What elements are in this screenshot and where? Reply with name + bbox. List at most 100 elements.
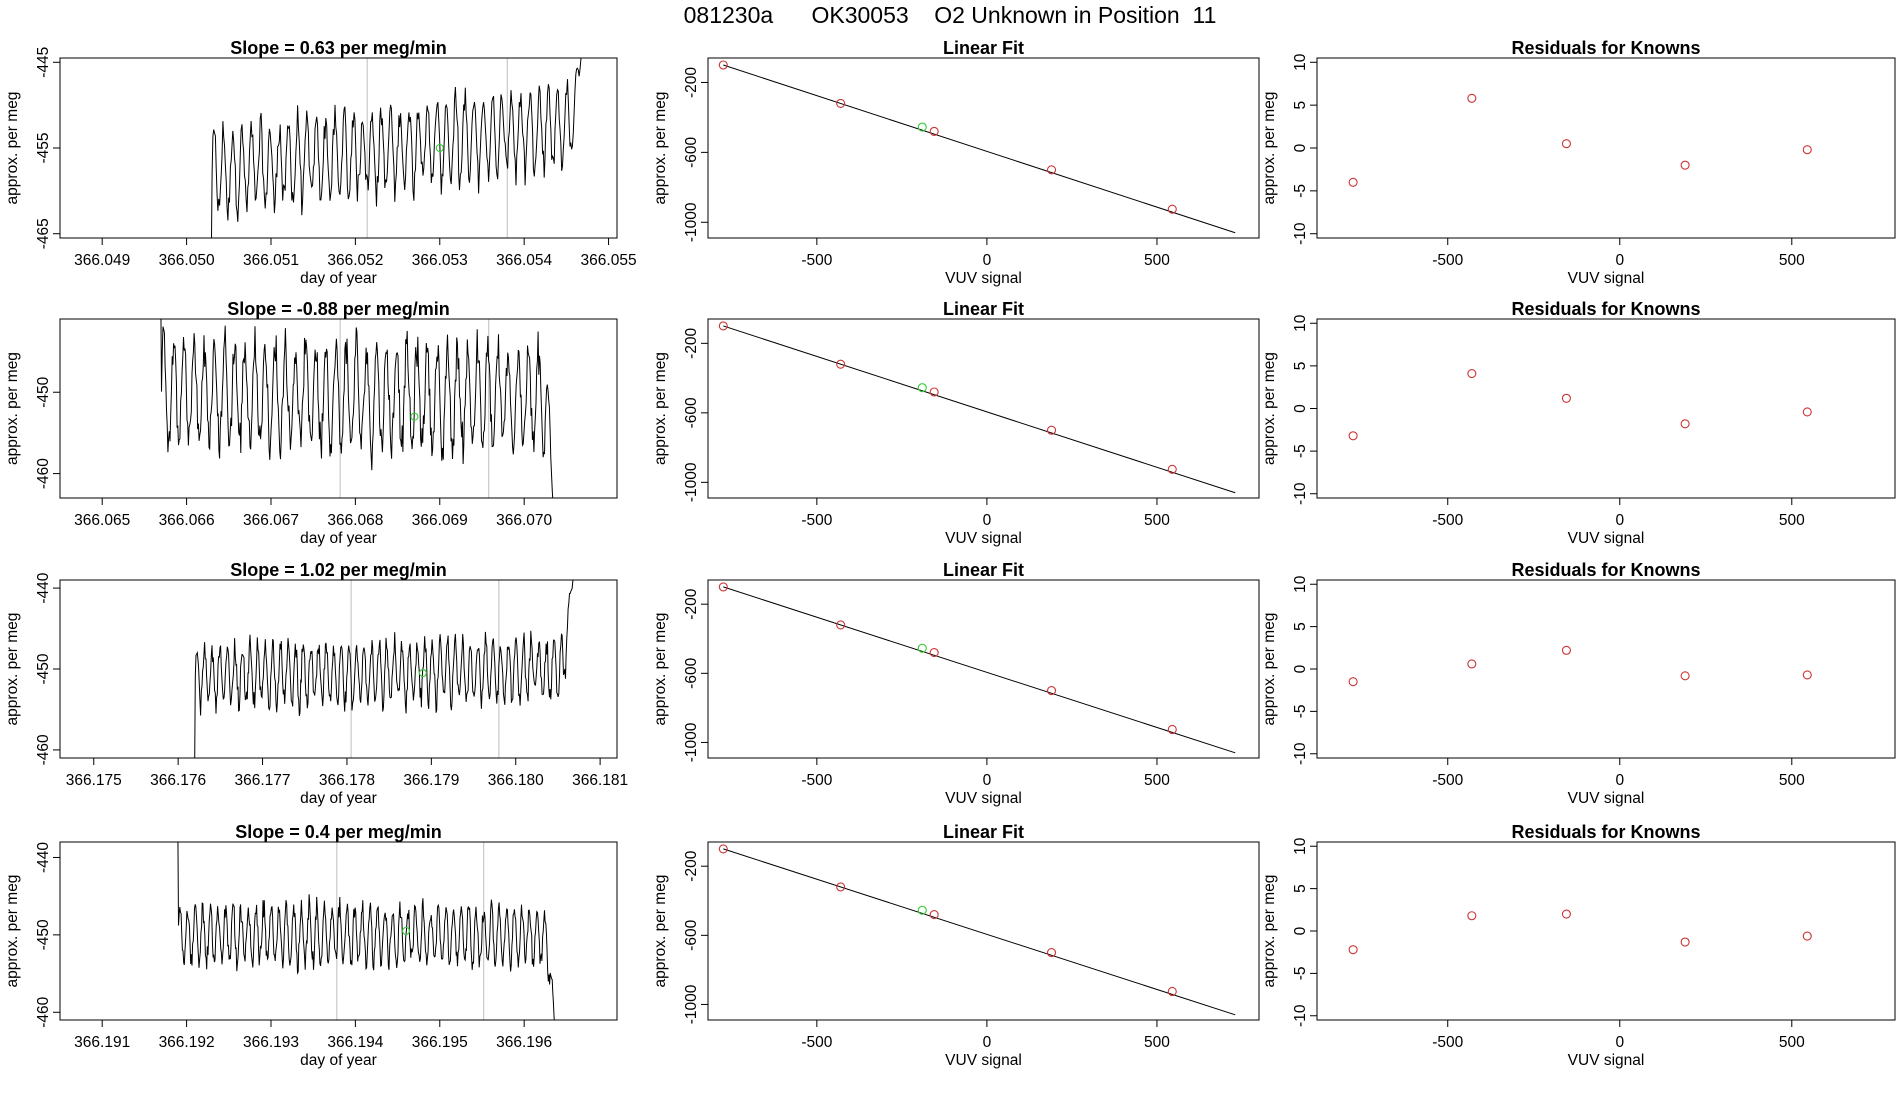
y-tick-label: -450: [35, 653, 52, 684]
known-point: [836, 620, 846, 630]
y-tick-label: -600: [683, 136, 700, 167]
y-tick-label: 0: [1292, 926, 1309, 935]
x-tick-label: 366.191: [74, 1034, 130, 1051]
residual-point: [1561, 645, 1571, 655]
residual-point: [1467, 369, 1477, 379]
residual-point: [1802, 407, 1812, 417]
y-tick-label: -200: [683, 67, 700, 98]
unknown-point: [917, 905, 927, 915]
x-tick-label: 366.179: [403, 772, 459, 789]
known-point: [929, 387, 939, 397]
y-tick-label: -5: [1292, 184, 1309, 198]
residuals-1: Residuals for Knowns -500 0 500 10 5 0 -5 -10 VUV…: [1261, 38, 1896, 287]
y-tick-label: -1000: [683, 202, 700, 242]
known-point: [1167, 986, 1177, 997]
linear-fit-2: Linear Fit -500 0 500 -200 -600 -1000 VUV signa…: [652, 299, 1260, 547]
x-tick-label: -500: [1432, 772, 1463, 789]
time-trace-2: Slope = -0.88 per meg/min 366.065 366.066 3…: [4, 299, 618, 547]
unknown-point: [435, 143, 444, 153]
unknown-point: [917, 383, 927, 393]
y-tick-label: -10: [1292, 1004, 1309, 1027]
chart-title: Slope = 0.63 per meg/min: [230, 38, 447, 58]
known-point: [1046, 425, 1057, 435]
y-tick-label: 10: [1292, 53, 1309, 71]
x-tick-label: 0: [1615, 512, 1624, 529]
y-tick-label: -10: [1292, 222, 1309, 245]
x-tick-label: -500: [1432, 512, 1463, 529]
unknown-point: [917, 122, 927, 132]
plot-frame: [59, 57, 618, 239]
residual-point: [1802, 670, 1812, 680]
linear-fit-3: Linear Fit -500 0 500 -200 -600 -1000 VUV signa…: [652, 560, 1260, 807]
y-tick-label: -445: [35, 47, 52, 78]
x-tick-label: 366.051: [243, 252, 299, 269]
y-tick-label: -600: [683, 919, 700, 950]
x-tick-label: 366.069: [412, 512, 468, 529]
y-axis-label: approx. per meg: [652, 875, 669, 988]
x-tick-label: 500: [1144, 252, 1170, 269]
x-tick-label: 366.180: [488, 772, 544, 789]
y-axis-label: approx. per meg: [652, 613, 669, 726]
plot-area: [718, 321, 1236, 494]
x-tick-label: 366.066: [159, 512, 215, 529]
x-axis-label: VUV signal: [1568, 530, 1645, 547]
known-point: [929, 126, 939, 136]
x-tick-label: 366.067: [243, 512, 299, 529]
residual-point: [1561, 909, 1571, 919]
x-axis-label: VUV signal: [1568, 1052, 1645, 1069]
time-trace-1: Slope = 0.63 per meg/min 366.049 366.050 36…: [4, 38, 637, 287]
y-axis-label: approx. per meg: [652, 352, 669, 465]
y-tick-label: 5: [1292, 362, 1309, 371]
residuals-3: Residuals for Knowns -500 0 500 10 5 0 -5 -10 VUV…: [1261, 560, 1896, 807]
residual-point: [1348, 945, 1358, 955]
plot-frame: [1316, 579, 1896, 759]
x-tick-label: 0: [983, 1034, 992, 1051]
known-point: [1167, 204, 1177, 214]
known-point: [718, 582, 728, 592]
y-tick-label: -440: [35, 572, 52, 603]
time-trace-4: Slope = 0.4 per meg/min 366.191 366.192 366…: [4, 822, 618, 1069]
plot-frame: [707, 841, 1260, 1021]
known-point: [929, 910, 939, 920]
unknown-point: [917, 643, 927, 653]
y-tick-label: -5: [1292, 704, 1309, 718]
x-tick-label: 500: [1779, 1034, 1805, 1051]
x-tick-label: 500: [1779, 772, 1805, 789]
plot-frame: [59, 841, 618, 1021]
x-tick-label: 366.177: [235, 772, 291, 789]
known-point: [718, 844, 728, 854]
x-tick-label: 366.176: [150, 772, 206, 789]
known-point: [836, 98, 846, 108]
y-tick-label: -1000: [683, 462, 700, 502]
y-tick-label: -600: [683, 397, 700, 428]
page-title: 081230a OK30053 O2 Unknown in Position 1…: [683, 2, 1217, 28]
residual-point: [1802, 931, 1812, 941]
y-tick-label: -450: [35, 376, 52, 407]
chart-title: Linear Fit: [943, 38, 1024, 58]
x-tick-label: 366.196: [496, 1034, 552, 1051]
linear-fit-1: Linear Fit -500 0 500 -200 -600 -1000 VUV signa…: [652, 38, 1260, 287]
x-tick-label: 0: [983, 512, 992, 529]
x-axis-label: VUV signal: [1568, 270, 1645, 287]
plot-area: [177, 842, 555, 1020]
y-tick-label: -600: [683, 657, 700, 688]
known-point: [1046, 948, 1057, 958]
y-axis-label: approx. per meg: [1261, 875, 1278, 988]
x-axis-label: day of year: [300, 270, 377, 287]
y-tick-label: -10: [1292, 742, 1309, 765]
y-tick-label: 5: [1292, 101, 1309, 110]
y-tick-label: -200: [683, 588, 700, 619]
x-tick-label: 366.052: [327, 252, 383, 269]
x-tick-label: -500: [801, 772, 832, 789]
plot-frame: [707, 57, 1260, 239]
y-axis-label: approx. per meg: [4, 875, 21, 988]
x-tick-label: 366.068: [327, 512, 383, 529]
x-axis-label: VUV signal: [945, 790, 1022, 807]
x-tick-label: 366.194: [327, 1034, 383, 1051]
y-tick-label: 0: [1292, 664, 1309, 673]
residual-point: [1467, 659, 1477, 669]
y-axis-label: approx. per meg: [1261, 352, 1278, 465]
plot-frame: [707, 579, 1260, 759]
y-tick-label: -440: [35, 842, 52, 873]
x-tick-label: 366.178: [319, 772, 375, 789]
